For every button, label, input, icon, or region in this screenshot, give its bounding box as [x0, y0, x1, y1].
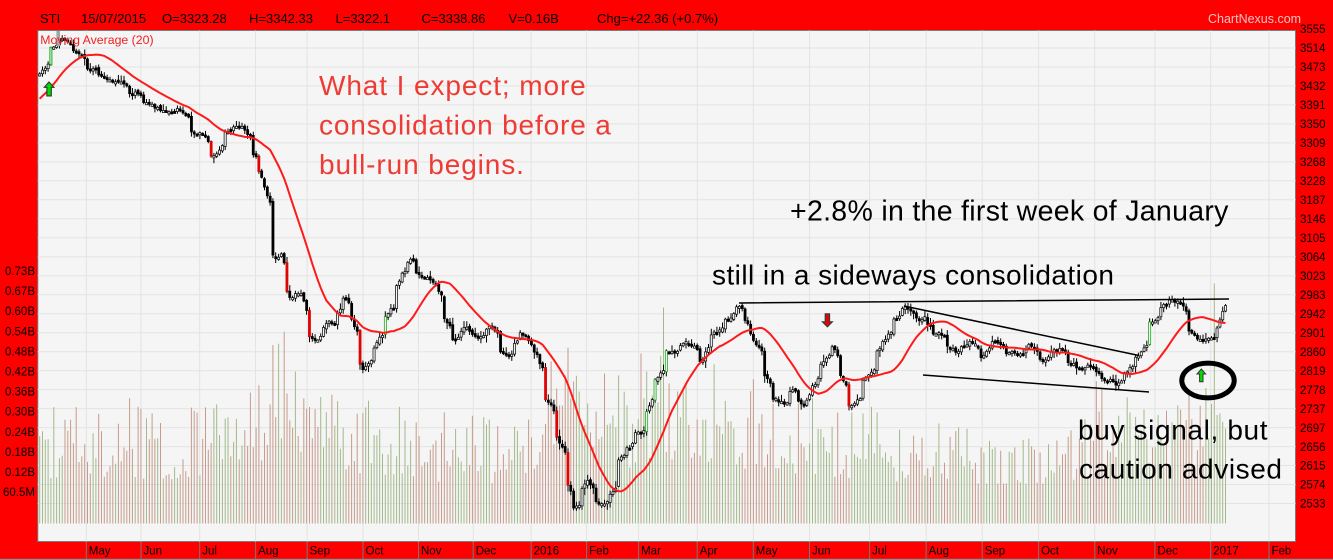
svg-text:2942: 2942	[1300, 309, 1326, 321]
svg-text:Mar: Mar	[641, 546, 661, 558]
svg-text:0.18B: 0.18B	[5, 447, 35, 459]
svg-text:H=3342.33: H=3342.33	[249, 11, 313, 26]
svg-text:0.24B: 0.24B	[5, 427, 35, 439]
svg-text:3105: 3105	[1300, 233, 1326, 245]
svg-text:3473: 3473	[1300, 62, 1326, 74]
svg-text:O=3323.28: O=3323.28	[162, 11, 227, 26]
svg-text:3309: 3309	[1300, 138, 1326, 150]
svg-text:3023: 3023	[1300, 271, 1326, 283]
svg-text:Jul: Jul	[202, 546, 217, 558]
svg-text:Moving Average (20): Moving Average (20)	[40, 33, 153, 47]
svg-text:C=3338.86: C=3338.86	[422, 11, 486, 26]
svg-text:2017: 2017	[1213, 546, 1239, 558]
svg-text:60.5M: 60.5M	[3, 487, 35, 499]
svg-text:0.36B: 0.36B	[5, 387, 35, 399]
svg-text:Sep: Sep	[985, 546, 1005, 558]
svg-text:2615: 2615	[1300, 461, 1326, 473]
svg-text:2533: 2533	[1300, 499, 1326, 511]
svg-text:buy signal, but: buy signal, but	[1078, 415, 1268, 446]
svg-text:Aug: Aug	[929, 546, 949, 558]
svg-text:2983: 2983	[1300, 290, 1326, 302]
svg-text:Nov: Nov	[421, 546, 442, 558]
svg-text:3187: 3187	[1300, 195, 1326, 207]
svg-text:3146: 3146	[1300, 214, 1326, 226]
svg-text:0.12B: 0.12B	[5, 467, 35, 479]
svg-text:3228: 3228	[1300, 176, 1326, 188]
svg-text:Jun: Jun	[144, 546, 163, 558]
svg-text:0.54B: 0.54B	[5, 326, 35, 338]
svg-text:15/07/2015: 15/07/2015	[81, 11, 146, 26]
svg-text:L=3322.1: L=3322.1	[336, 11, 391, 26]
svg-text:Sep: Sep	[310, 546, 330, 558]
svg-text:3391: 3391	[1300, 100, 1326, 112]
svg-text:caution advised: caution advised	[1079, 453, 1283, 484]
svg-text:2819: 2819	[1300, 366, 1326, 378]
svg-text:still in a sideways consolidat: still in a sideways consolidation	[712, 260, 1114, 291]
svg-text:2574: 2574	[1300, 480, 1326, 492]
svg-text:2656: 2656	[1300, 442, 1326, 454]
svg-text:3064: 3064	[1300, 252, 1326, 264]
svg-text:2778: 2778	[1300, 385, 1326, 397]
svg-text:2901: 2901	[1300, 328, 1326, 340]
svg-text:Jun: Jun	[812, 546, 831, 558]
svg-text:Jul: Jul	[872, 546, 887, 558]
svg-text:3432: 3432	[1300, 81, 1326, 93]
svg-text:0.67B: 0.67B	[5, 286, 35, 298]
svg-text:May: May	[756, 546, 778, 558]
svg-text:Dec: Dec	[1157, 546, 1178, 558]
svg-text:+2.8% in the first week of Jan: +2.8% in the first week of January	[790, 196, 1229, 228]
svg-text:0.48B: 0.48B	[5, 346, 35, 358]
svg-text:ChartNexus.com: ChartNexus.com	[1208, 12, 1301, 26]
svg-text:consolidation before a: consolidation before a	[319, 110, 612, 141]
svg-text:3350: 3350	[1300, 119, 1326, 131]
svg-text:V=0.16B: V=0.16B	[509, 11, 559, 26]
svg-text:0.60B: 0.60B	[5, 306, 35, 318]
svg-text:3514: 3514	[1300, 43, 1326, 55]
svg-text:2860: 2860	[1300, 347, 1326, 359]
svg-text:Feb: Feb	[589, 546, 609, 558]
svg-text:May: May	[89, 546, 111, 558]
svg-text:Apr: Apr	[700, 546, 718, 558]
svg-text:Feb: Feb	[1272, 546, 1292, 558]
svg-text:0.42B: 0.42B	[5, 367, 35, 379]
svg-text:Nov: Nov	[1097, 546, 1118, 558]
svg-text:bull-run begins.: bull-run begins.	[319, 149, 525, 180]
svg-text:2737: 2737	[1300, 404, 1326, 416]
svg-text:0.73B: 0.73B	[5, 266, 35, 278]
svg-text:Oct: Oct	[366, 546, 385, 558]
svg-text:2016: 2016	[534, 546, 560, 558]
svg-text:3268: 3268	[1300, 157, 1326, 169]
svg-text:0.30B: 0.30B	[5, 407, 35, 419]
svg-text:3555: 3555	[1300, 24, 1326, 36]
svg-text:Aug: Aug	[258, 546, 278, 558]
svg-text:What I expect; more: What I expect; more	[319, 70, 587, 101]
svg-text:Dec: Dec	[476, 546, 497, 558]
svg-text:STI: STI	[40, 11, 60, 26]
svg-text:Chg=+22.36 (+0.7%): Chg=+22.36 (+0.7%)	[597, 11, 718, 26]
svg-text:Oct: Oct	[1041, 546, 1060, 558]
svg-text:2697: 2697	[1300, 423, 1326, 435]
